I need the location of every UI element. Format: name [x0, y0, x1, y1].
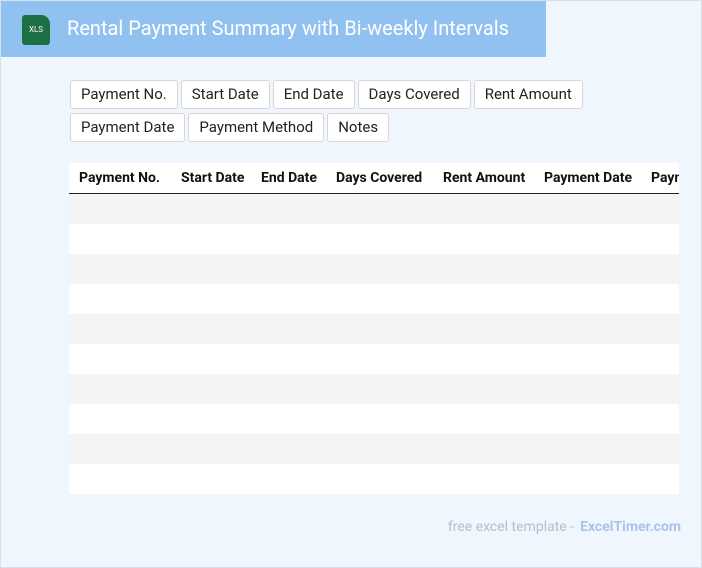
table-row — [69, 404, 679, 434]
field-chip[interactable]: Rent Amount — [473, 80, 583, 109]
table-row — [69, 464, 679, 494]
table-row — [69, 434, 679, 464]
file-icon: XLS — [22, 15, 50, 45]
column-header: Payment Date — [544, 170, 633, 186]
table: Payment No. Start Date End Date Days Covere… — [69, 163, 679, 494]
field-chip[interactable]: Start Date — [180, 80, 270, 109]
column-header: Payment Method — [651, 170, 679, 186]
table-row — [69, 254, 679, 284]
column-header: Days Covered — [336, 170, 423, 186]
field-chip[interactable]: Payment Method — [188, 113, 325, 142]
table-header: Payment No. Start Date End Date Days Covere… — [69, 163, 679, 194]
table-row — [69, 284, 679, 314]
column-header: Start Date — [181, 170, 245, 186]
table-row — [69, 374, 679, 404]
field-chip[interactable]: Payment No. — [70, 80, 178, 109]
table-row — [69, 344, 679, 374]
column-header: End Date — [261, 170, 317, 186]
title: Rental Payment Summary with Bi-weekly In… — [67, 16, 509, 40]
column-header: Payment No. — [79, 170, 160, 186]
footer-link[interactable]: ExcelTimer.com — [580, 519, 681, 535]
table-row — [69, 224, 679, 254]
header: XLS Rental Payment Summary with Bi-weekl… — [1, 1, 546, 57]
field-chip[interactable]: End Date — [272, 80, 355, 109]
field-list: Payment No. Start Date End Date Days Covere… — [70, 80, 700, 142]
footer: free excel template - ExcelTimer.com — [448, 519, 681, 535]
field-chip[interactable]: Days Covered — [357, 80, 471, 109]
table-body — [69, 194, 679, 494]
column-header: Rent Amount — [443, 170, 526, 186]
table-row — [69, 314, 679, 344]
footer-text: free excel template - — [447, 519, 575, 535]
table-row — [69, 194, 679, 224]
field-chip[interactable]: Payment Date — [70, 113, 186, 142]
field-chip[interactable]: Notes — [327, 113, 390, 142]
